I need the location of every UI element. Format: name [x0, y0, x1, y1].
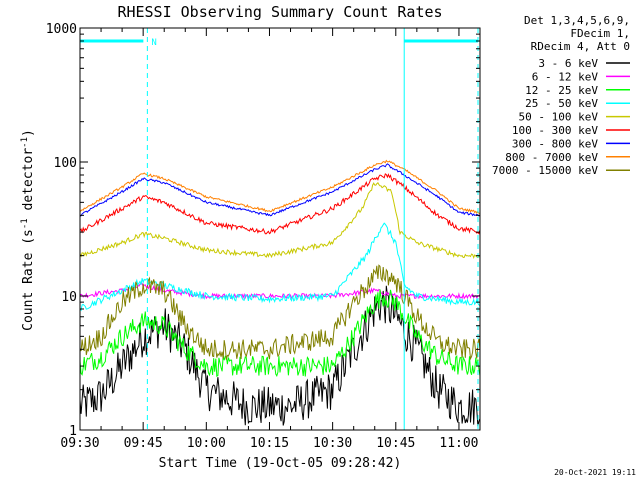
y-axis-label-main: Count Rate (s: [21, 229, 36, 331]
x-tick-label: 09:45: [124, 436, 163, 451]
legend-label: 3 - 6 keV: [538, 57, 598, 70]
legend: Det 1,3,4,5,6,9,FDecim 1,RDecim 4, Att 0…: [492, 14, 630, 177]
flag-layer: N: [79, 28, 479, 430]
x-tick-label: 09:30: [60, 436, 99, 451]
y-axis-label: Count Rate (s-1 detector-1): [20, 129, 36, 331]
timestamp: 20-Oct-2021 19:11: [554, 468, 636, 477]
legend-label: 300 - 800 keV: [512, 137, 598, 150]
legend-label: 6 - 12 keV: [532, 70, 599, 83]
y-tick-label: 100: [54, 156, 77, 171]
legend-header-line: RDecim 4, Att 0: [531, 40, 630, 53]
y-tick-label: 1000: [46, 22, 77, 37]
night-flag-label: N: [151, 38, 156, 48]
x-tick-label: 10:00: [187, 436, 226, 451]
series-layer: [79, 159, 481, 427]
y-axis-label-sup2: -1: [20, 137, 30, 148]
series-line-2: [79, 289, 481, 378]
legend-header-line: FDecim 1,: [570, 27, 630, 40]
series-line-1: [79, 282, 481, 300]
x-tick-label: 10:15: [250, 436, 289, 451]
y-axis-label-end: ): [21, 129, 36, 137]
series-line-7: [79, 159, 481, 214]
axis-layer: 1 10 100 1000 09:30 09:45 10:00 10:15 10:30 10:45…: [46, 22, 481, 451]
y-axis-label-mid: detector: [21, 148, 36, 219]
series-line-4: [79, 182, 481, 260]
legend-label: 800 - 7000 keV: [505, 151, 598, 164]
series-line-6: [79, 163, 481, 217]
legend-label: 7000 - 15000 keV: [492, 164, 598, 177]
y-tick-label: 1: [69, 424, 77, 439]
series-line-0: [79, 285, 481, 427]
series-line-3: [79, 222, 481, 312]
series-line-5: [79, 173, 481, 235]
x-tick-label: 10:30: [313, 436, 352, 451]
legend-label: 25 - 50 keV: [525, 97, 598, 110]
legend-label: 100 - 300 keV: [512, 124, 598, 137]
legend-header-line: Det 1,3,4,5,6,9,: [524, 14, 630, 27]
x-tick-label: 10:45: [376, 436, 415, 451]
x-axis-label: Start Time (19-Oct-05 09:28:42): [159, 456, 402, 471]
y-axis-label-sup1: -1: [20, 218, 30, 229]
legend-label: 50 - 100 keV: [519, 111, 599, 124]
y-tick-label: 10: [61, 290, 77, 305]
chart-title: RHESSI Observing Summary Count Rates: [117, 3, 442, 21]
plot-frame: [79, 27, 481, 431]
x-tick-label: 11:00: [439, 436, 478, 451]
series-line-8: [79, 264, 481, 361]
legend-label: 12 - 25 keV: [525, 84, 598, 97]
